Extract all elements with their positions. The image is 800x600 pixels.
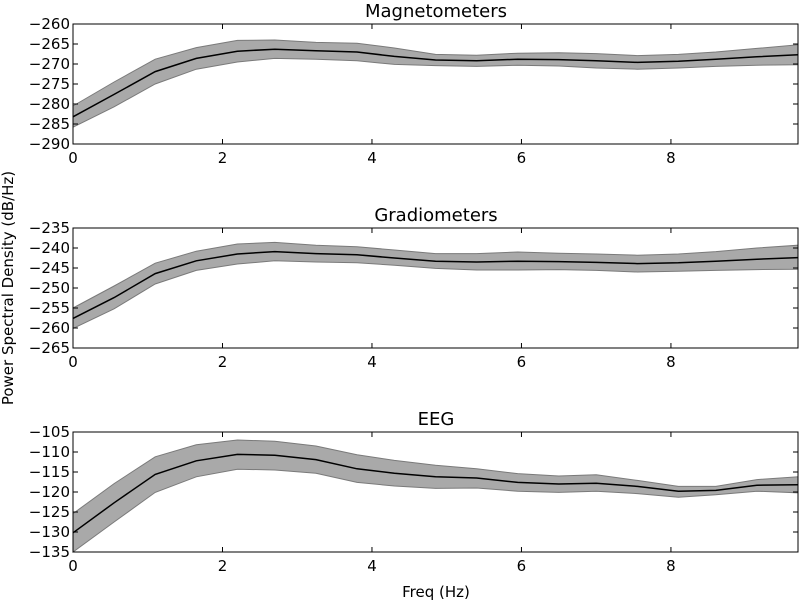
y-tick-label: −270	[29, 55, 70, 73]
x-tick-label: 0	[68, 353, 78, 371]
x-tick-label: 2	[218, 149, 228, 167]
y-tick-label: −125	[29, 503, 70, 521]
x-tick-label: 4	[367, 557, 377, 575]
y-tick-label: −265	[29, 339, 70, 357]
x-tick-label: 6	[517, 557, 527, 575]
y-tick-label: −245	[29, 259, 70, 277]
y-tick-label: −105	[29, 423, 70, 441]
std-band	[72, 439, 799, 553]
x-tick-label: 8	[666, 557, 676, 575]
x-tick-label: 8	[666, 353, 676, 371]
x-tick-label: 4	[367, 149, 377, 167]
y-tick-label: −255	[29, 299, 70, 317]
x-tick-label: 8	[666, 149, 676, 167]
y-tick-label: −240	[29, 239, 70, 257]
y-tick-label: −260	[29, 15, 70, 33]
y-tick-label: −135	[29, 543, 70, 561]
x-tick-label: 6	[517, 353, 527, 371]
std-band	[72, 241, 799, 330]
panel-title: Gradiometers	[374, 205, 497, 226]
panel-magnetometers: Magnetometers 0 2 4 6 8 −290 −285 −280 −275 −270 −…	[29, 1, 799, 167]
mean-line	[72, 250, 799, 320]
y-tick-label: −235	[29, 219, 70, 237]
mean-line	[72, 453, 799, 534]
x-tick-label: 2	[218, 353, 228, 371]
panel-eeg: EEG 0 2 4 6 8 −135 −130 −125 −120 −115 −110 −105	[29, 409, 799, 575]
x-tick-label: 2	[218, 557, 228, 575]
panel-title: EEG	[418, 409, 455, 430]
y-tick-label: −120	[29, 483, 70, 501]
mean-line	[72, 48, 799, 118]
axes-frame	[72, 23, 799, 145]
y-axis-label: Power Spectral Density (dB/Hz)	[0, 171, 17, 405]
y-tick-label: −110	[29, 443, 70, 461]
y-tick-label: −290	[29, 135, 70, 153]
axes-frame	[72, 227, 799, 349]
y-tick-label: −260	[29, 319, 70, 337]
y-tick-label: −130	[29, 523, 70, 541]
y-tick-label: −115	[29, 463, 70, 481]
x-axis-label: Freq (Hz)	[402, 583, 470, 600]
y-tick-label: −265	[29, 35, 70, 53]
y-tick-label: −285	[29, 115, 70, 133]
panel-gradiometers: Gradiometers 0 2 4 6 8 −265 −260 −255 −250 −245 −2…	[29, 205, 799, 371]
y-tick-label: −280	[29, 95, 70, 113]
std-band	[72, 39, 799, 129]
panel-title: Magnetometers	[365, 1, 507, 22]
y-tick-label: −250	[29, 279, 70, 297]
x-tick-label: 0	[68, 149, 78, 167]
x-tick-label: 4	[367, 353, 377, 371]
x-tick-label: 6	[517, 149, 527, 167]
x-tick-label: 0	[68, 557, 78, 575]
y-tick-label: −275	[29, 75, 70, 93]
